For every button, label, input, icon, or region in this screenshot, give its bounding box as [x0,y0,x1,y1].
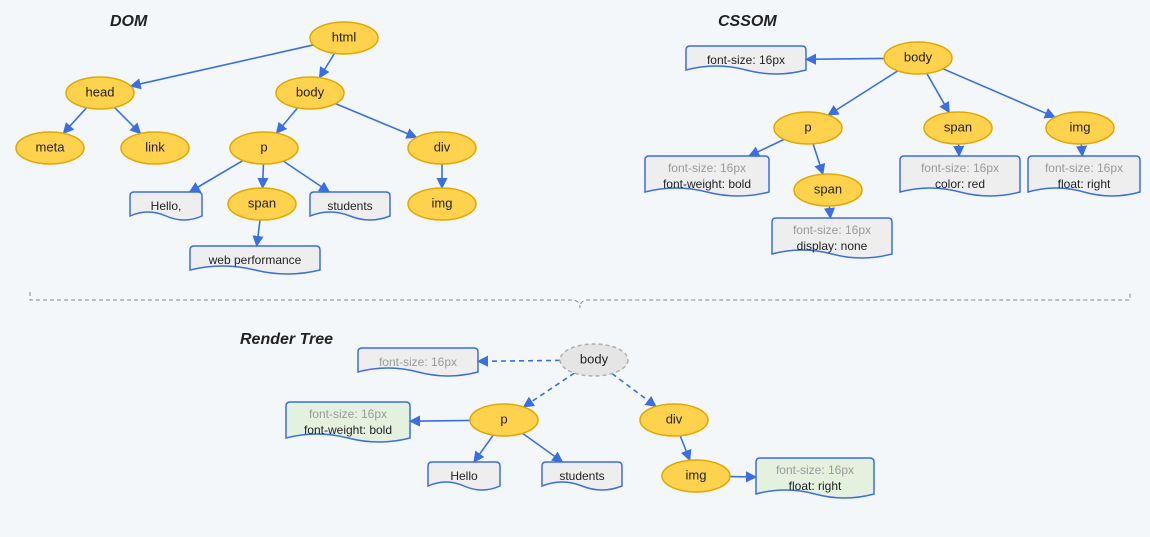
edge [63,108,86,134]
edge [680,436,690,461]
cssom-note-text: font-weight: bold [663,177,751,191]
heading-cssom: CSSOM [718,13,777,30]
edge [813,144,823,174]
cssom-note-text: color: red [935,177,985,191]
render-note-text: students [559,469,604,483]
cssom-note-text: font-size: 16px [1045,161,1123,175]
edge [828,71,898,115]
render-node-label: img [686,467,707,482]
render-note-text: font-size: 16px [309,407,387,421]
cssom-node-label: span [814,181,842,196]
edge [474,435,493,462]
render-note-text: font-size: 16px [776,463,854,477]
dom-node-label: meta [36,139,66,154]
edge [276,108,297,133]
diagram-canvas: DOM CSSOM Render Tree Hello, students web per… [0,0,1150,537]
heading-renderTree: Render Tree [240,331,333,348]
dom-node-label: span [248,195,276,210]
edge [959,144,960,156]
edge [335,104,416,138]
render-note-text: font-weight: bold [304,423,392,437]
cssom-node-label: span [944,119,972,134]
edge [523,433,563,462]
dom-node-label: head [86,84,115,99]
cssom-node-label: img [1070,119,1091,134]
cssom-note-text: font-size: 16px [921,161,999,175]
edge [478,360,560,361]
render-node-label: body [580,351,609,366]
cssom-note-text: float: right [1058,177,1111,191]
edge [612,374,656,407]
cssom-note-text: font-size: 16px [707,53,785,67]
render-note-text: float: right [789,479,842,493]
cssom-note-text: font-size: 16px [793,223,871,237]
edge [749,139,784,156]
heading-dom: DOM [110,13,148,30]
cssom-node-label: p [804,119,811,134]
edge [829,206,830,218]
edge [927,73,949,112]
render-note-text: font-size: 16px [379,355,457,369]
cssom-note-text: font-size: 16px [668,161,746,175]
edge [131,45,314,86]
edge [943,69,1055,117]
dom-node-label: p [260,139,267,154]
edge [257,220,260,246]
combining-brace [30,292,1130,308]
edge [1081,144,1082,156]
edge [114,107,140,133]
dom-note-text: students [327,199,372,213]
edge [806,58,884,59]
edge [524,373,575,407]
dom-note-text: Hello, [151,199,182,213]
cssom-note-text: display: none [797,239,868,253]
dom-node-label: html [332,29,357,44]
edge [190,161,243,192]
cssom-node-label: body [904,49,933,64]
dom-node-label: body [296,84,325,99]
render-note-text: Hello [450,469,478,483]
edge [263,164,264,188]
dom-note-text: web performance [208,253,302,267]
dom-node-label: div [434,139,451,154]
dom-node-label: link [145,139,165,154]
edge [283,161,329,192]
edge [410,420,470,421]
render-node-label: p [500,411,507,426]
edge [319,53,334,77]
dom-node-label: img [432,195,453,210]
render-node-label: div [666,411,683,426]
